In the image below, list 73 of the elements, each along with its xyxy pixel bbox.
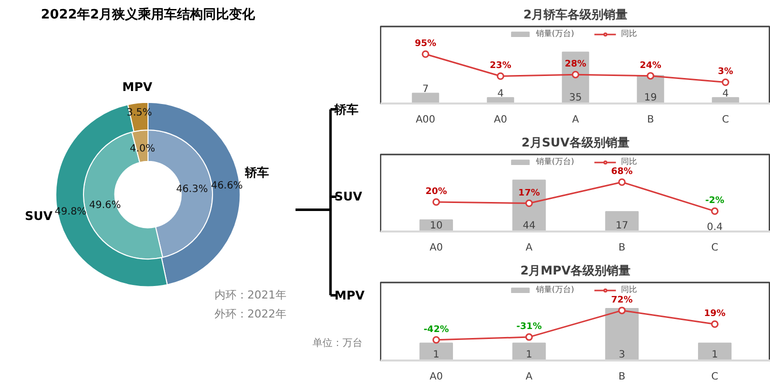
text: 轿车 [334,102,358,116]
point [525,200,533,208]
legend-label: 销量(万台) [536,284,574,295]
data-label: 23% [490,61,512,72]
x-tick-label: B [647,114,654,126]
legend-label: 销量(万台) [536,28,574,39]
chart-title: 2月SUV各级别销量 [521,136,630,150]
data-label: -42% [424,324,449,335]
point [711,207,719,215]
chart-title: 2月轿车各级别销量 [523,8,628,22]
data-label: 68% [611,167,633,178]
point [722,78,730,86]
x-tick-label: A00 [416,114,436,126]
slice-label: 轿车 [244,165,270,180]
legend-label: 同比 [621,28,638,39]
point [422,50,430,58]
point [432,336,440,344]
data-label: 72% [611,295,633,306]
data-label: 20% [425,187,447,198]
x-tick-label: A [526,242,533,254]
point [646,72,654,80]
bar [412,92,440,104]
x-tick-label: B [618,242,626,254]
point [618,178,626,186]
x-tick-label: C [711,242,718,254]
x-tick-label: A0 [494,114,508,126]
x-tick-label: A [526,372,533,382]
data-label: 44 [522,220,536,232]
data-label: 1 [433,350,440,360]
text: 内环：2021年 [214,288,286,302]
legend-label: 销量(万台) [536,156,574,167]
data-label: 24% [640,60,662,71]
x-tick-label: C [722,114,730,126]
data-label: 19% [704,309,726,320]
text: MPV [334,288,366,302]
point [525,333,533,341]
slice-label: SUV [24,209,54,224]
data-label: 1 [526,350,532,360]
data-label: 10 [430,220,443,232]
x-tick-label: A0 [430,242,443,254]
chart-title: 2022年2月狭义乘用车结构同比变化 [40,6,256,22]
data-label: -2% [705,196,724,206]
text: 外环：2022年 [214,307,286,320]
data-label: 95% [414,39,436,50]
data-label: 4 [497,88,504,100]
x-tick-label: A [572,114,580,126]
point [496,72,504,80]
data-label: 0.4 [706,222,723,234]
legend-label: 同比 [621,284,638,295]
data-label: 17 [616,220,628,232]
x-tick-label: A0 [430,372,443,382]
point [618,306,626,314]
text: 单位：万台 [312,337,362,350]
legend-label: 同比 [621,156,638,167]
data-label: 1 [712,350,718,360]
x-tick-label: C [711,372,718,382]
x-tick-label: B [618,372,626,382]
data-label: 4.0% [130,144,156,155]
data-label: 19 [644,92,657,104]
text: SUV [334,190,363,204]
slice-label: MPV [122,80,153,94]
data-label: 35 [569,92,582,104]
point [432,198,440,206]
data-label: 17% [518,188,540,198]
data-label: 3% [718,67,734,78]
point [711,320,719,328]
data-label: 3 [618,350,626,360]
data-label: 4 [722,88,729,100]
chart-title: 2月MPV各级别销量 [520,264,631,278]
data-label: -31% [516,322,542,332]
point [572,70,580,78]
data-label: 7 [422,84,429,96]
data-label: 28% [564,60,586,70]
